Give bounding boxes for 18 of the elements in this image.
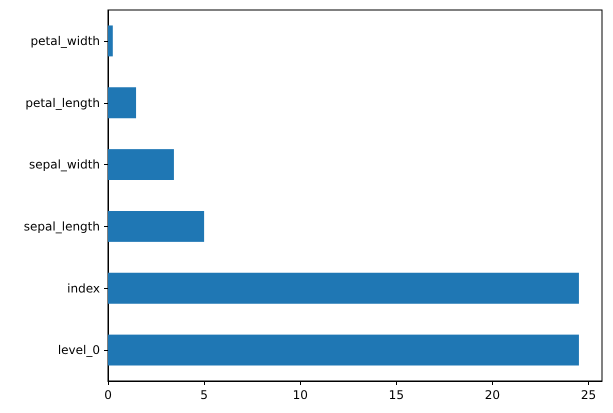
- bar: [108, 272, 579, 304]
- y-tick-label: petal_length: [25, 96, 100, 110]
- bar: [108, 25, 113, 56]
- bar: [108, 149, 174, 180]
- x-tick-label: 15: [388, 388, 404, 402]
- x-tick-label: 0: [104, 388, 112, 402]
- x-tick-label: 10: [292, 388, 308, 402]
- x-tick-label: 5: [200, 388, 208, 402]
- x-tick-label: 25: [580, 388, 596, 402]
- bar: [108, 210, 204, 242]
- y-tick-label: sepal_length: [24, 219, 100, 234]
- y-tick-label: petal_width: [30, 34, 100, 48]
- bar: [108, 334, 579, 366]
- x-tick-label: 20: [484, 388, 500, 402]
- y-tick-label: level_0: [58, 343, 100, 358]
- y-tick-label: sepal_width: [28, 158, 100, 172]
- y-tick-label: index: [67, 281, 100, 296]
- bar: [108, 87, 136, 118]
